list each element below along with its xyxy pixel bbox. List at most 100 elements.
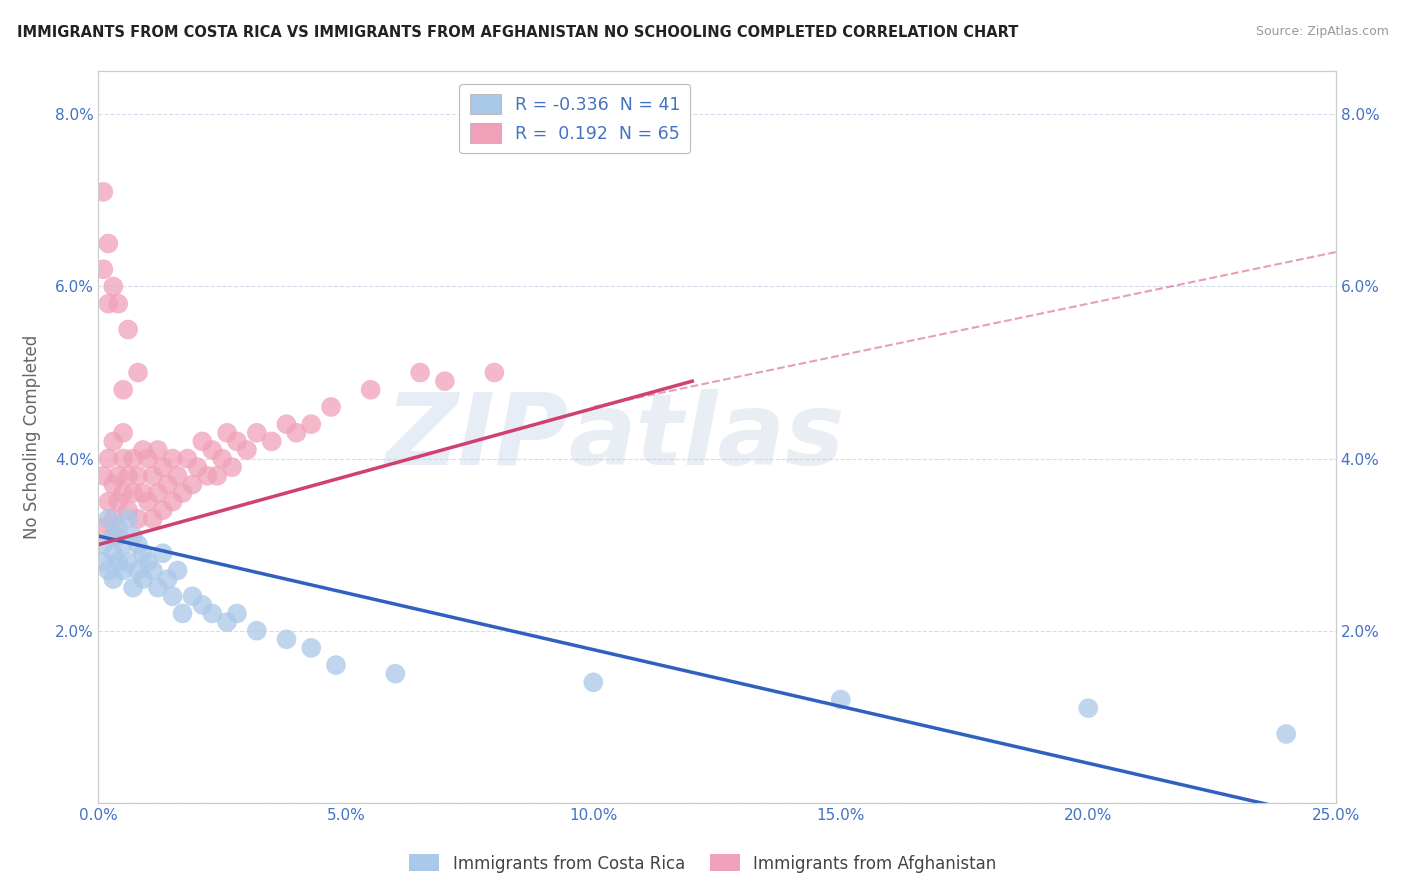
Point [384,666,406,681]
Point [1077,701,1099,715]
Point [162,494,184,508]
Point [201,442,224,457]
Point [93,262,115,277]
Point [107,296,129,310]
Point [132,442,155,457]
Point [142,512,165,526]
Point [117,555,139,569]
Point [127,538,149,552]
Point [93,538,115,552]
Point [276,417,298,432]
Point [136,451,159,466]
Point [226,607,249,621]
Point [221,460,243,475]
Point [246,624,269,638]
Point [205,468,228,483]
Point [112,451,135,466]
Point [152,503,174,517]
Point [156,572,179,586]
Point [195,468,218,483]
Point [97,494,120,508]
Point [97,451,120,466]
Point [152,546,174,560]
Point [181,589,204,603]
Point [409,366,432,380]
Point [191,434,214,449]
Point [97,236,120,251]
Point [122,529,145,543]
Point [260,434,283,449]
Point [156,477,179,491]
Point [112,486,135,500]
Point [122,581,145,595]
Point [299,417,322,432]
Point [142,564,165,578]
Point [112,564,135,578]
Point [132,486,155,500]
Point [93,520,115,534]
Point [830,692,852,706]
Point [127,366,149,380]
Point [107,520,129,534]
Point [132,572,155,586]
Point [1275,727,1298,741]
Point [186,460,208,475]
Point [107,494,129,508]
Point [217,425,239,440]
Y-axis label: No Schooling Completed: No Schooling Completed [22,335,41,539]
Point [97,296,120,310]
Point [127,564,149,578]
Point [360,383,382,397]
Point [127,512,149,526]
Point [103,512,125,526]
Point [103,546,125,560]
Point [103,529,125,543]
Point [93,555,115,569]
Text: Source: ZipAtlas.com: Source: ZipAtlas.com [1256,25,1389,38]
Point [217,615,239,629]
Point [107,529,129,543]
Point [162,589,184,603]
Point [107,468,129,483]
Point [276,632,298,647]
Point [93,185,115,199]
Point [582,675,605,690]
Point [325,658,347,673]
Point [142,468,165,483]
Point [433,374,456,388]
Point [112,538,135,552]
Point [112,383,135,397]
Point [484,366,506,380]
Point [103,434,125,449]
Point [117,503,139,517]
Point [176,451,198,466]
Point [152,460,174,475]
Point [122,486,145,500]
Point [211,451,233,466]
Point [93,468,115,483]
Point [103,572,125,586]
Point [136,555,159,569]
Point [285,425,308,440]
Point [226,434,249,449]
Point [172,607,194,621]
Point [166,564,188,578]
Point [97,512,120,526]
Legend: R = -0.336  N = 41, R =  0.192  N = 65: R = -0.336 N = 41, R = 0.192 N = 65 [460,84,690,153]
Point [117,512,139,526]
Text: IMMIGRANTS FROM COSTA RICA VS IMMIGRANTS FROM AFGHANISTAN NO SCHOOLING COMPLETED: IMMIGRANTS FROM COSTA RICA VS IMMIGRANTS… [17,25,1018,40]
Point [132,546,155,560]
Point [146,581,169,595]
Point [319,400,342,414]
Point [103,477,125,491]
Point [146,486,169,500]
Point [181,477,204,491]
Point [136,494,159,508]
Point [146,442,169,457]
Point [236,442,259,457]
Point [107,555,129,569]
Point [162,451,184,466]
Text: atlas: atlas [568,389,845,485]
Point [191,598,214,612]
Point [117,322,139,336]
